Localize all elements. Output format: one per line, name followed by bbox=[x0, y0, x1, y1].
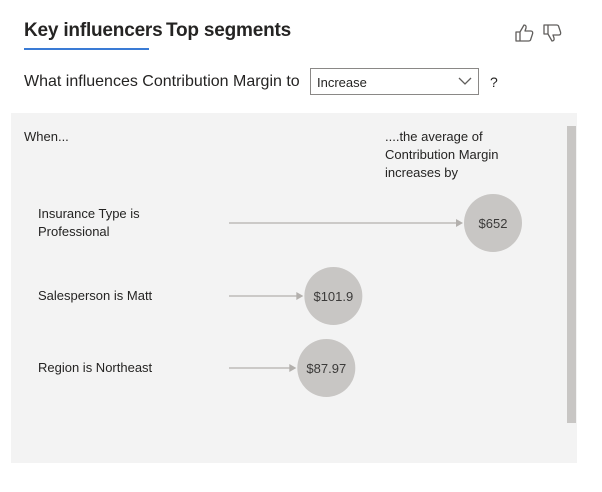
influencer-arrow-head bbox=[456, 219, 463, 227]
influencer-bubble[interactable] bbox=[464, 194, 522, 252]
influencer-value-label: $652 bbox=[479, 216, 508, 231]
influencer-bubble[interactable] bbox=[297, 339, 356, 397]
influencer-bubble[interactable] bbox=[304, 267, 363, 325]
column-header-when: When... bbox=[24, 129, 69, 144]
tab-top-segments[interactable]: Top segments bbox=[166, 20, 291, 41]
direction-dropdown[interactable]: Increase bbox=[310, 68, 479, 95]
active-tab-indicator bbox=[24, 48, 149, 50]
influencer-value-label: $87.97 bbox=[306, 361, 346, 376]
influencer-label[interactable]: Insurance Type is Professional bbox=[38, 206, 140, 239]
influencer-arrow-head bbox=[296, 292, 304, 300]
dropdown-selected-value: Increase bbox=[317, 75, 367, 90]
chevron-down-icon bbox=[458, 77, 472, 85]
feedback-buttons bbox=[513, 22, 563, 44]
influencers-panel: When... ....the average of Contribution … bbox=[11, 113, 577, 463]
help-icon[interactable]: ? bbox=[490, 74, 498, 90]
influencer-label[interactable]: Region is Northeast bbox=[38, 360, 153, 375]
influencers-chart: $652 $101.9 $87.97 bbox=[229, 194, 522, 397]
influencer-value-label: $101.9 bbox=[313, 289, 353, 304]
influencer-label[interactable]: Salesperson is Matt bbox=[38, 288, 153, 303]
thumbs-down-icon[interactable] bbox=[541, 22, 563, 44]
column-header-average: ....the average of Contribution Margin i… bbox=[385, 129, 499, 180]
thumbs-up-icon[interactable] bbox=[513, 22, 535, 44]
influencer-arrow-head bbox=[289, 364, 297, 372]
scrollbar[interactable] bbox=[567, 126, 576, 423]
tab-key-influencers[interactable]: Key influencers bbox=[24, 20, 163, 41]
question-label: What influences Contribution Margin to bbox=[24, 73, 300, 90]
